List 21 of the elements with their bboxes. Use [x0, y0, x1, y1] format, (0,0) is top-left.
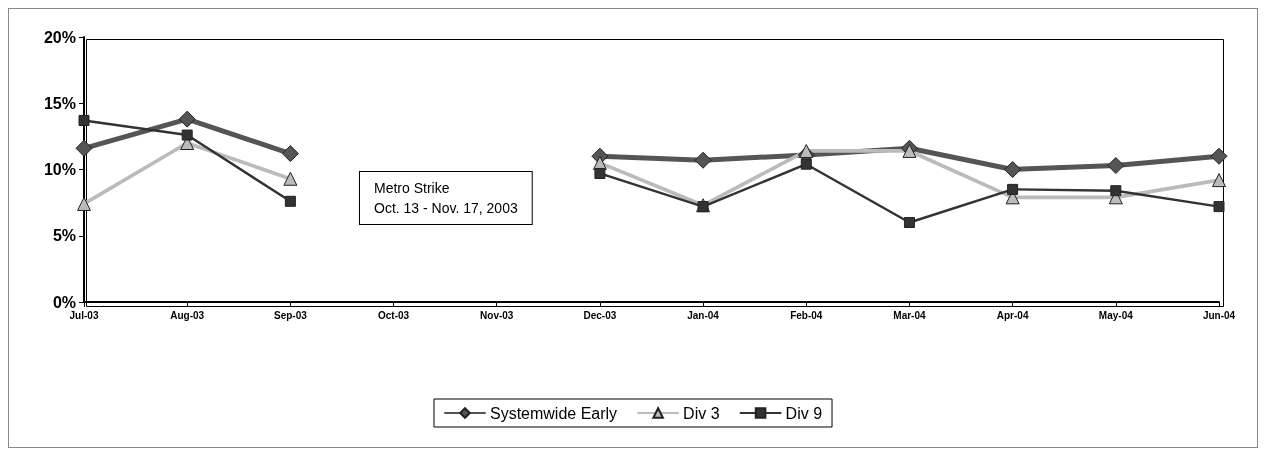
x-tick-label: Sep-03 [273, 309, 308, 321]
x-tick-label: Apr-04 [996, 309, 1029, 321]
x-tick-label: Aug-03 [170, 309, 205, 321]
x-tick-label: Dec-03 [583, 309, 617, 321]
y-tick-label: 15% [43, 94, 76, 112]
x-tick-label: Feb-04 [790, 309, 823, 321]
legend-label: Div 9 [785, 404, 823, 422]
x-tick-label: Jan-04 [687, 309, 720, 321]
legend-label: Systemwide Early [489, 404, 618, 422]
x-tick-label: Mar-04 [893, 309, 926, 321]
x-tick-label: Oct-03 [377, 309, 410, 321]
x-tick-label: Nov-03 [480, 309, 514, 321]
y-tick-label: 10% [43, 161, 76, 178]
legend-label: Div 3 [683, 404, 720, 422]
x-tick-label: Jun-04 [1202, 309, 1236, 321]
x-tick-label: May-04 [1098, 309, 1134, 321]
y-tick-label: 5% [52, 227, 76, 245]
y-tick-label: 0% [52, 293, 76, 311]
y-tick-label: 20% [43, 28, 76, 46]
x-tick-label: Jul-03 [69, 309, 99, 321]
annotation: Metro Strike Oct. 13 - Nov. 17, 2003 [374, 180, 518, 216]
